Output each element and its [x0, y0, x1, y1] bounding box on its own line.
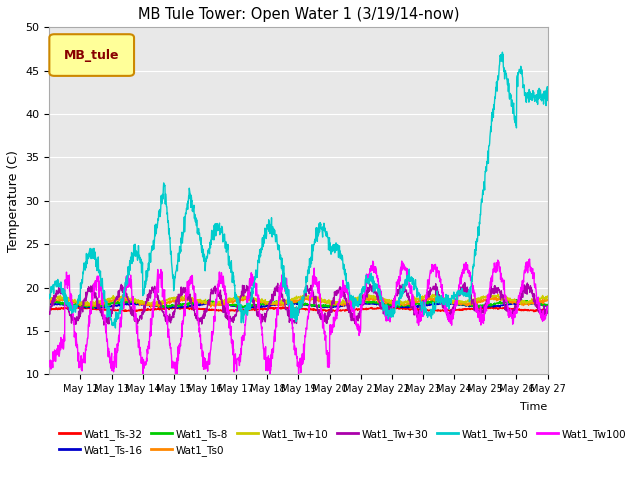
Title: MB Tule Tower: Open Water 1 (3/19/14-now): MB Tule Tower: Open Water 1 (3/19/14-now… [138, 7, 460, 22]
Legend: Wat1_Ts-32, Wat1_Ts-16, Wat1_Ts-8, Wat1_Ts0, Wat1_Tw+10, Wat1_Tw+30, Wat1_Tw+50,: Wat1_Ts-32, Wat1_Ts-16, Wat1_Ts-8, Wat1_… [54, 425, 631, 460]
Y-axis label: Temperature (C): Temperature (C) [7, 150, 20, 252]
Text: Time: Time [520, 402, 548, 412]
Text: MB_tule: MB_tule [64, 48, 120, 61]
FancyBboxPatch shape [49, 34, 134, 76]
